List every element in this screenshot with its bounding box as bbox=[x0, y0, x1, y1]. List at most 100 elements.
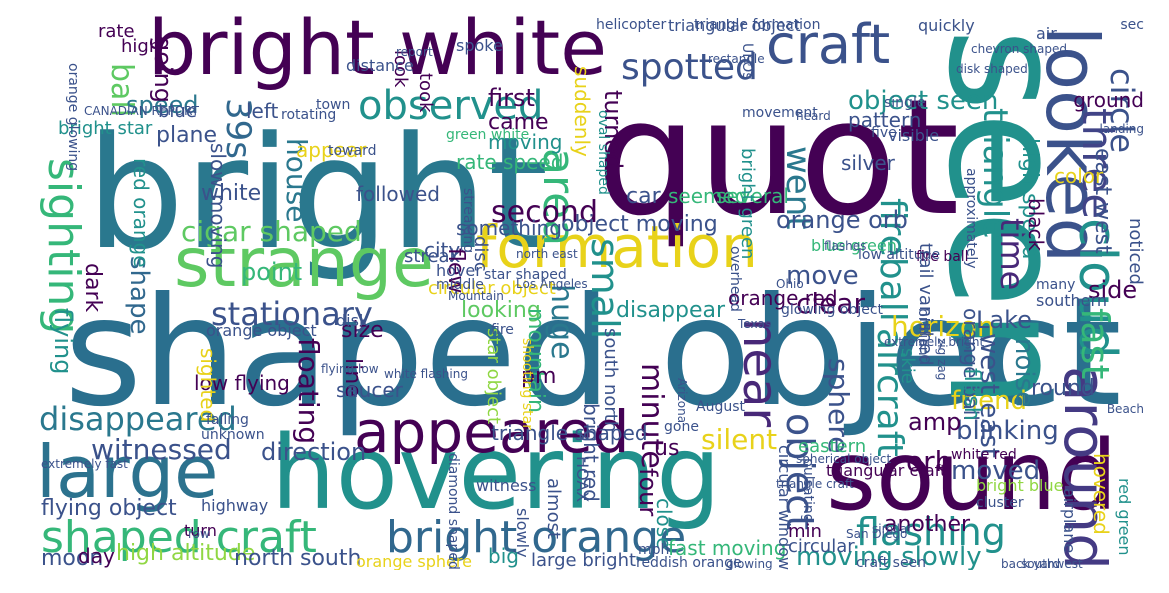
word-hovering: hovering bbox=[271, 414, 721, 533]
word-report: report bbox=[396, 45, 433, 59]
word-move: move bbox=[786, 261, 859, 291]
word-large-bright: large bright bbox=[531, 550, 637, 570]
word-almost: almost bbox=[543, 478, 564, 540]
word-friend: friend bbox=[951, 386, 1028, 416]
word-disappear: disappear bbox=[616, 298, 726, 323]
word-glowing: glowing bbox=[726, 557, 773, 570]
word-lake: Lake bbox=[976, 306, 1032, 334]
word-air: air bbox=[1036, 24, 1057, 43]
word-star-object: star object bbox=[483, 328, 504, 425]
word-horizon: horizon bbox=[891, 310, 995, 343]
word-shape: shape bbox=[124, 256, 154, 335]
word-triangular-craft: triangular craft bbox=[826, 461, 947, 480]
word-suddenly: suddenly bbox=[570, 66, 594, 157]
word-arizona: Arizona bbox=[675, 378, 689, 424]
word-san-diego: San Diego bbox=[846, 527, 908, 541]
word-small: small bbox=[583, 238, 627, 340]
word-color: color bbox=[1054, 164, 1104, 188]
word-blue: blue bbox=[158, 101, 197, 122]
word-north-east: north east bbox=[516, 247, 578, 261]
word-southwest: southwest bbox=[1021, 557, 1083, 570]
word-light-flashing: flashes bbox=[824, 239, 867, 253]
word-back-yard: back yard bbox=[1001, 557, 1061, 570]
word-pm: pm bbox=[521, 364, 557, 389]
word-red-orange: red orange bbox=[129, 158, 153, 268]
word-bright: bright bbox=[86, 103, 549, 284]
word-town: town bbox=[316, 97, 351, 113]
word-triangle-shaped: triangle shaped bbox=[491, 421, 648, 445]
word-circular: circular bbox=[788, 536, 855, 557]
word-moved: moved bbox=[951, 456, 1041, 486]
word-extremely-fast: extremely fast bbox=[41, 457, 128, 471]
word-size: size bbox=[341, 318, 384, 343]
word-north-south: north south bbox=[234, 546, 362, 570]
word-fast: fast bbox=[1073, 308, 1117, 380]
word-falling: falling bbox=[206, 412, 249, 428]
word-low-altitude: low altitude bbox=[858, 247, 941, 263]
word-triangle-craft: triangle craft bbox=[776, 477, 854, 491]
word-disappeared: disappeared bbox=[39, 400, 237, 438]
word-spoke: spoke bbox=[456, 36, 503, 55]
word-ohio: Ohio bbox=[776, 277, 804, 291]
word-triangle-formation: triangle formation bbox=[694, 17, 821, 33]
word-diamond-shaped: diamond shaped bbox=[445, 453, 461, 570]
word-similar: similar bbox=[872, 522, 913, 536]
word-appear: appear bbox=[296, 138, 367, 162]
word-bright-white: bright white bbox=[148, 8, 607, 92]
word-rectangle: rectangle bbox=[708, 52, 765, 66]
word-fire-ball: fire ball bbox=[916, 249, 969, 265]
word-shaped-object: shaped object bbox=[64, 266, 1122, 440]
word-blinking: blinking bbox=[956, 416, 1059, 446]
word-glowing-object: glowing object bbox=[781, 302, 884, 318]
word-bright-green: bright green bbox=[737, 148, 758, 260]
word-landing: landing bbox=[1099, 122, 1144, 136]
word-movement: movement bbox=[742, 105, 818, 121]
word-circular-window: circular window bbox=[775, 444, 794, 570]
word-many: many bbox=[1036, 277, 1076, 293]
word-formation: formation bbox=[476, 213, 758, 281]
word-observed: observed bbox=[358, 83, 544, 129]
word-los-angeles: Los Angeles bbox=[516, 277, 588, 291]
word-car: car bbox=[626, 184, 661, 209]
word-rotating: rotating bbox=[281, 107, 337, 123]
word-cloud: shaped object seen bright quot bright white c… bbox=[36, 8, 1144, 570]
word-sound: sound bbox=[826, 420, 1118, 532]
word-high: high bbox=[121, 36, 161, 57]
word-chevron-shaped: chevron shaped bbox=[971, 42, 1067, 56]
word-dark: dark bbox=[80, 263, 105, 313]
word-spherical-object: spherical object bbox=[796, 452, 892, 466]
word-eastern: eastern bbox=[798, 436, 867, 457]
word-triangular-object: triangular object bbox=[668, 16, 801, 35]
word-appeared: appeared bbox=[354, 398, 630, 466]
word-circular-object: circular object bbox=[428, 278, 556, 299]
word-object-seen: object seen bbox=[848, 86, 999, 116]
word-flash: flash bbox=[959, 368, 984, 421]
word-us: us bbox=[654, 436, 680, 461]
word-low-flying: low flying bbox=[194, 371, 290, 395]
word-floating: floating bbox=[292, 338, 325, 445]
word-fast-moving: fast moving bbox=[668, 536, 787, 560]
word-witness: witness bbox=[476, 476, 537, 495]
word-helicopter: helicopter bbox=[596, 17, 667, 33]
word-visible: visible bbox=[888, 126, 940, 145]
word-object-moving: object moving bbox=[561, 212, 718, 237]
word-shaped-craft: shaped craft bbox=[41, 512, 317, 563]
word-extremely-bright: extremely bright bbox=[884, 335, 985, 349]
word-plane: plane bbox=[156, 123, 218, 148]
word-day: day bbox=[78, 544, 115, 568]
word-zig-zag: zig zag bbox=[935, 338, 949, 381]
word-black: black bbox=[1024, 198, 1048, 252]
word-star-shaped: star shaped bbox=[484, 267, 567, 283]
word-single: single bbox=[884, 95, 926, 111]
word-orb: orb bbox=[906, 445, 953, 478]
word-took: took bbox=[415, 73, 436, 113]
word-spotted: spotted bbox=[621, 47, 758, 88]
word-quickly: quickly bbox=[918, 16, 975, 35]
word-texas: Texas bbox=[738, 317, 772, 331]
word-orange-red: orange red bbox=[728, 286, 838, 310]
word-seemed: seemed bbox=[668, 184, 748, 208]
word-blue-green: blue green bbox=[811, 236, 897, 255]
word-green-white: green white bbox=[446, 127, 530, 143]
word-sky: skie bbox=[897, 348, 918, 384]
word-unknown: unknown bbox=[201, 427, 265, 443]
